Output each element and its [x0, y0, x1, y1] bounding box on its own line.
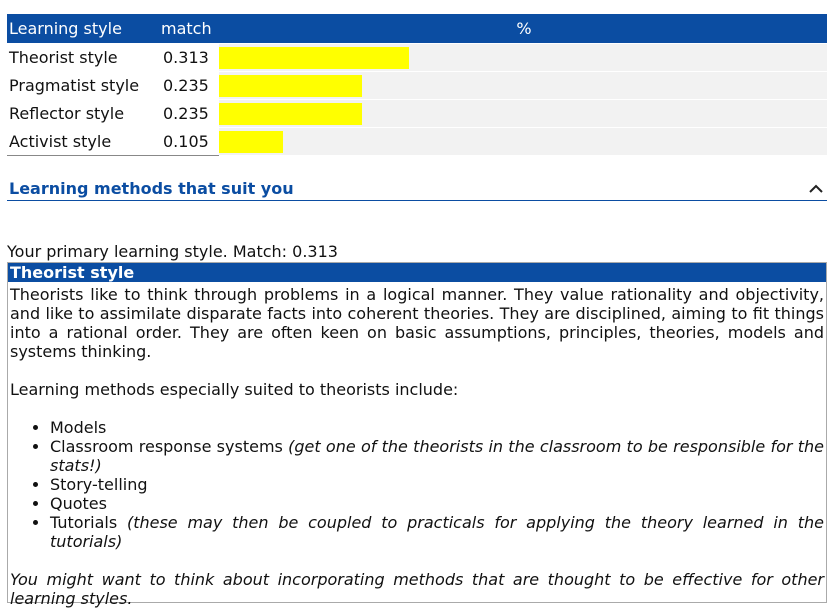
- primary-style-line: Your primary learning style. Match: 0.31…: [7, 242, 338, 261]
- style-footer: You might want to think about incorporat…: [10, 570, 824, 608]
- table-row: Pragmatist style 0.235: [7, 71, 827, 100]
- match-bar-reflector: [219, 102, 362, 125]
- row-label-activist: Activist style: [7, 127, 159, 156]
- method-text: Story-telling: [50, 475, 148, 494]
- style-description: Theorists like to think through problems…: [10, 285, 824, 361]
- list-item: Classroom response systems (get one of t…: [50, 437, 824, 475]
- footer-text: You might want to think about incorporat…: [10, 570, 824, 608]
- row-bar-cell: [219, 43, 827, 72]
- row-bar-cell: [219, 71, 827, 100]
- section-title: Learning methods that suit you: [9, 179, 294, 198]
- learning-style-results-table: Learning style match % Theorist style 0.…: [7, 14, 827, 156]
- list-item: Tutorials (these may then be coupled to …: [50, 513, 824, 551]
- learning-methods-section-header[interactable]: Learning methods that suit you: [7, 178, 827, 201]
- method-note: (these may then be coupled to practicals…: [50, 513, 824, 551]
- chevron-up-icon[interactable]: [807, 180, 825, 198]
- list-item: Story-telling: [50, 475, 824, 494]
- row-label-pragmatist: Pragmatist style: [7, 71, 159, 100]
- list-item: Quotes: [50, 494, 824, 513]
- table-row: Theorist style 0.313: [7, 43, 827, 72]
- style-title: Theorist style: [8, 263, 826, 282]
- method-note: (get one of the theorists in the classro…: [50, 437, 825, 475]
- row-label-reflector: Reflector style: [7, 99, 159, 128]
- match-bar-activist: [219, 130, 283, 153]
- header-match: match: [159, 14, 219, 44]
- row-bar-cell: [219, 127, 827, 156]
- method-text: Models: [50, 418, 107, 437]
- header-learning-style: Learning style: [7, 14, 159, 44]
- header-percent: %: [219, 14, 827, 44]
- table-header-row: Learning style match %: [7, 14, 827, 44]
- row-label-theorist: Theorist style: [7, 43, 159, 72]
- list-item: Models: [50, 418, 824, 437]
- row-match-pragmatist: 0.235: [159, 71, 219, 100]
- method-text: Tutorials: [50, 513, 127, 532]
- table-row: Activist style 0.105: [7, 127, 827, 156]
- style-description-box: Theorist style Theorists like to think t…: [7, 262, 827, 608]
- style-body: Theorists like to think through problems…: [8, 282, 826, 608]
- row-match-activist: 0.105: [159, 127, 219, 156]
- row-bar-cell: [219, 99, 827, 128]
- methods-list: Models Classroom response systems (get o…: [10, 418, 824, 551]
- row-match-reflector: 0.235: [159, 99, 219, 128]
- method-text: Classroom response systems: [50, 437, 289, 456]
- methods-intro: Learning methods especially suited to th…: [10, 380, 459, 399]
- method-text: Quotes: [50, 494, 107, 513]
- match-bar-pragmatist: [219, 74, 362, 97]
- match-bar-theorist: [219, 46, 410, 69]
- table-row: Reflector style 0.235: [7, 99, 827, 128]
- row-match-theorist: 0.313: [159, 43, 219, 72]
